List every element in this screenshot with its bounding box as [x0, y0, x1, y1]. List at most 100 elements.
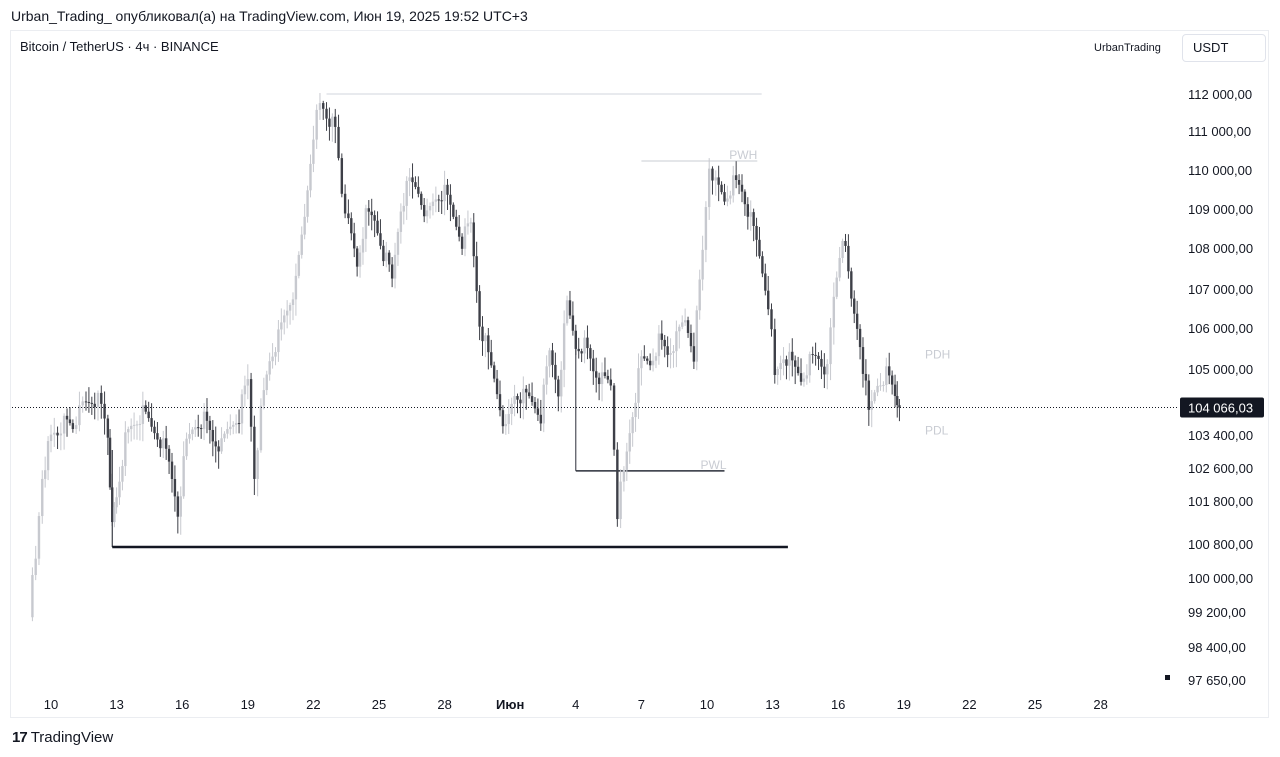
candle-body	[888, 366, 891, 376]
candle-body	[167, 448, 171, 462]
candle-body	[428, 206, 432, 211]
candle-body	[634, 402, 637, 418]
y-tick-label: 105 000,00	[1188, 362, 1253, 377]
candle-body	[539, 414, 543, 424]
candle-body	[202, 411, 206, 429]
candle-body	[510, 403, 513, 414]
candle-body	[259, 405, 263, 451]
candle-body	[761, 256, 764, 274]
candle-body	[379, 233, 382, 246]
candle-body	[162, 438, 165, 449]
candle-body	[294, 275, 298, 300]
candle-body	[370, 211, 373, 216]
candle-body	[770, 309, 773, 330]
candle-body	[698, 279, 701, 311]
candle-body	[788, 351, 791, 366]
candle-body	[229, 426, 232, 430]
candle-body	[592, 358, 595, 372]
y-tick-label: 106 000,00	[1188, 321, 1253, 336]
candle-body	[164, 438, 168, 449]
candle-body	[580, 351, 583, 354]
candle-body	[472, 222, 475, 257]
candle-body	[606, 375, 610, 380]
candle-body	[681, 322, 684, 327]
candle-body	[628, 433, 631, 452]
y-tick-label: 101 800,00	[1188, 494, 1253, 509]
candle-body	[223, 433, 226, 439]
candle-body	[78, 405, 81, 426]
candle-body	[382, 245, 385, 262]
candle-body	[643, 356, 646, 359]
candle-body	[385, 252, 388, 262]
candle-body	[850, 271, 853, 299]
y-axis: 112 000,00 111 000,00 110 000,00 109 000,00…	[1188, 87, 1253, 688]
candle-body	[835, 277, 838, 297]
candle-body	[347, 213, 350, 219]
candle-body	[867, 380, 871, 410]
candle-body	[249, 379, 253, 427]
candle-body	[873, 392, 876, 402]
candle-body	[232, 424, 235, 427]
candle-body	[37, 516, 41, 559]
candle-body	[353, 233, 356, 249]
candle-body	[334, 116, 337, 127]
candle-body	[138, 423, 142, 425]
candle-body	[826, 364, 829, 375]
candle-body	[411, 177, 414, 183]
candle-body	[331, 116, 334, 127]
candle-body	[560, 369, 563, 397]
publish-caption: Urban_Trading_ опубликовал(а) на Trading…	[11, 8, 528, 24]
candle-body	[729, 195, 732, 199]
candle-body	[678, 326, 681, 332]
x-tick-label: 28	[1093, 697, 1107, 712]
y-tick-label: 98 400,00	[1188, 640, 1246, 655]
candle-body	[253, 426, 256, 479]
pdl-label: PDL	[925, 423, 949, 437]
candle-body	[513, 396, 516, 404]
candle-body	[376, 220, 379, 234]
candle-body	[802, 378, 806, 382]
currency-selector[interactable]: USDT	[1182, 34, 1266, 62]
y-tick-label: 103 400,00	[1188, 428, 1253, 443]
candle-body	[481, 326, 484, 342]
candle-body	[545, 366, 548, 385]
candle-body	[823, 366, 826, 375]
candle-body	[776, 369, 779, 375]
candle-body	[62, 415, 66, 434]
candle-body	[41, 478, 44, 517]
candle-body	[646, 358, 649, 361]
x-tick-label: 25	[372, 697, 386, 712]
candle-body	[717, 177, 720, 185]
candle-body	[675, 331, 678, 352]
corner-square-icon	[1165, 675, 1170, 680]
candle-body	[340, 158, 344, 194]
candle-body	[246, 379, 249, 386]
candle-body	[527, 392, 531, 397]
candle-body	[746, 204, 750, 217]
x-tick-label: 25	[1028, 697, 1042, 712]
candle-body	[240, 394, 244, 424]
candle-body	[811, 354, 814, 356]
candle-body	[672, 351, 675, 354]
candle-body	[720, 184, 723, 193]
y-tick-label: 110 000,00	[1188, 163, 1252, 178]
candle-body	[194, 427, 197, 430]
candle-body	[53, 432, 56, 435]
candle-body	[519, 399, 522, 404]
candle-body	[431, 201, 435, 207]
candle-body	[452, 204, 455, 217]
candle-body	[173, 479, 177, 497]
candle-body	[565, 300, 569, 324]
candle-body	[879, 385, 882, 387]
candle-body	[457, 226, 461, 237]
candle-body	[396, 231, 400, 255]
candle-body	[758, 239, 761, 257]
candle-body	[631, 417, 634, 434]
x-tick-label: 22	[962, 697, 976, 712]
candle-body	[562, 323, 566, 370]
candle-body	[49, 434, 53, 442]
candle-body	[388, 252, 391, 265]
candle-body	[446, 184, 449, 195]
pwl-label: PWL	[700, 458, 726, 472]
candle-body	[208, 420, 212, 430]
